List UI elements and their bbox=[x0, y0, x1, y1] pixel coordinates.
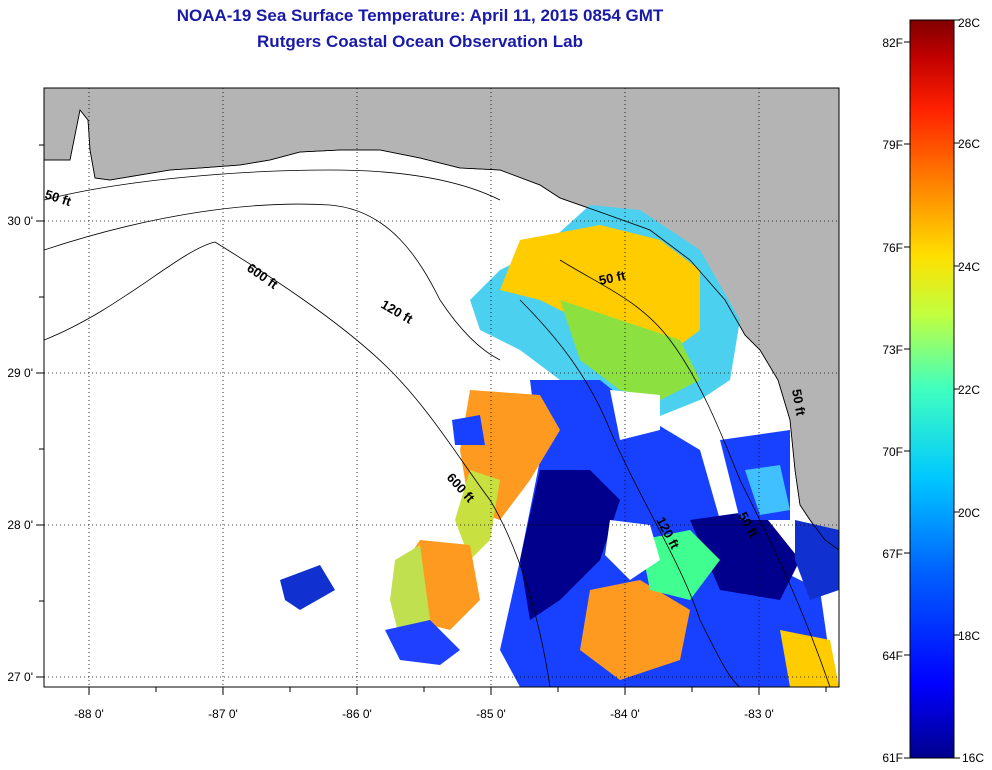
colorbar-fahrenheit-label: 76F bbox=[882, 241, 903, 255]
axis-ticks bbox=[36, 144, 827, 695]
lon-label: -87 0' bbox=[208, 707, 238, 721]
map-title: NOAA-19 Sea Surface Temperature: April 1… bbox=[176, 6, 664, 25]
lat-label: 30 0' bbox=[7, 214, 33, 228]
colorbar-celsius-label: 18C bbox=[958, 629, 980, 643]
map-border bbox=[43, 87, 840, 688]
colorbar-ticks bbox=[904, 19, 960, 759]
lon-label: -83 0' bbox=[744, 707, 774, 721]
map-subtitle: Rutgers Coastal Ocean Observation Lab bbox=[257, 32, 583, 51]
graticule bbox=[44, 88, 839, 687]
lon-label: -84 0' bbox=[610, 707, 640, 721]
colorbar-fahrenheit-label: 79F bbox=[882, 138, 903, 152]
lat-label: 27 0' bbox=[7, 670, 33, 684]
contour-label: 50 ft bbox=[598, 268, 628, 288]
lon-label: -86 0' bbox=[342, 707, 372, 721]
lon-label: -88 0' bbox=[74, 707, 104, 721]
colorbar-fahrenheit-label: 64F bbox=[882, 649, 903, 663]
lon-label: -85 0' bbox=[476, 707, 506, 721]
sst-data-layer bbox=[280, 205, 839, 687]
coastline bbox=[44, 109, 839, 551]
colorbar bbox=[909, 19, 955, 759]
colorbar-fahrenheit-label: 73F bbox=[882, 343, 903, 357]
colorbar-fahrenheit-label: 70F bbox=[882, 445, 903, 459]
colorbar-celsius-label: 16C bbox=[962, 751, 984, 765]
colorbar-celsius-label: 28C bbox=[958, 16, 980, 30]
bathymetry-contours bbox=[44, 169, 831, 687]
colorbar-celsius-label: 24C bbox=[958, 260, 980, 274]
lat-label: 29 0' bbox=[7, 366, 33, 380]
colorbar-celsius-label: 22C bbox=[958, 383, 980, 397]
colorbar-fahrenheit-label: 67F bbox=[882, 547, 903, 561]
contour-label: 50 ft bbox=[789, 388, 809, 418]
colorbar-celsius-label: 20C bbox=[958, 506, 980, 520]
colorbar-fahrenheit-label: 61F bbox=[882, 751, 903, 765]
colorbar-celsius-label: 26C bbox=[958, 137, 980, 151]
colorbar-fahrenheit-label: 82F bbox=[882, 36, 903, 50]
lat-label: 28 0' bbox=[7, 518, 33, 532]
